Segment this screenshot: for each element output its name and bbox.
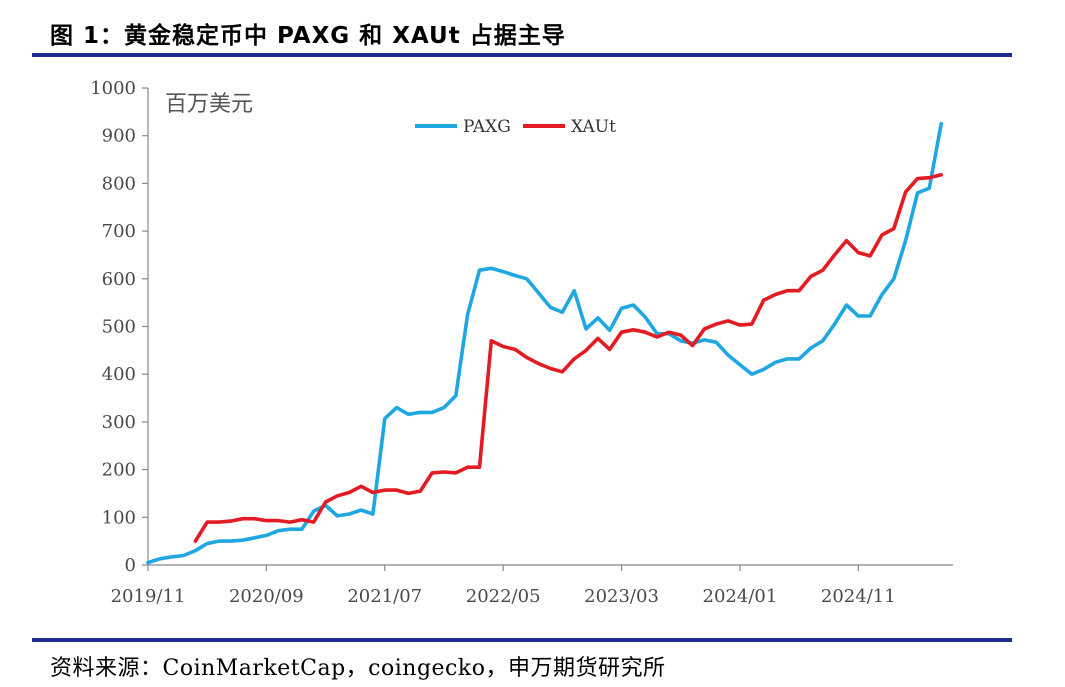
legend-label-paxg: PAXG	[463, 117, 511, 137]
y-tick-label: 700	[102, 221, 136, 242]
y-tick-label: 300	[102, 412, 136, 433]
bottom-rule	[32, 638, 1012, 642]
series-line-paxg	[146, 122, 943, 565]
y-unit-label: 百万美元	[165, 92, 253, 117]
x-tick-label: 2022/05	[466, 586, 541, 607]
y-tick-label: 800	[102, 173, 136, 194]
figure-title: 图 1：黄金稳定币中 PAXG 和 XAUt 占据主导	[50, 23, 566, 49]
x-tick-label: 2024/01	[703, 586, 778, 607]
y-tick-label: 500	[102, 317, 136, 338]
source-note: 资料来源：CoinMarketCap，coingecko，申万期货研究所	[50, 656, 666, 681]
series-line-xaut	[193, 173, 943, 543]
x-tick-label: 2019/11	[111, 586, 186, 607]
y-tick-label: 1000	[90, 78, 136, 99]
top-rule	[32, 53, 1012, 57]
y-tick-label: 100	[102, 507, 136, 528]
y-tick-label: 400	[102, 364, 136, 385]
legend-label-xaut: XAUt	[571, 117, 616, 137]
y-tick-label: 0	[125, 555, 136, 576]
x-tick-label: 2024/11	[821, 586, 896, 607]
x-tick-label: 2023/03	[584, 586, 659, 607]
y-tick-label: 900	[102, 126, 136, 147]
x-tick-label: 2020/09	[229, 586, 304, 607]
y-tick-label: 600	[102, 269, 136, 290]
y-tick-label: 200	[102, 460, 136, 481]
x-tick-label: 2021/07	[347, 586, 422, 607]
